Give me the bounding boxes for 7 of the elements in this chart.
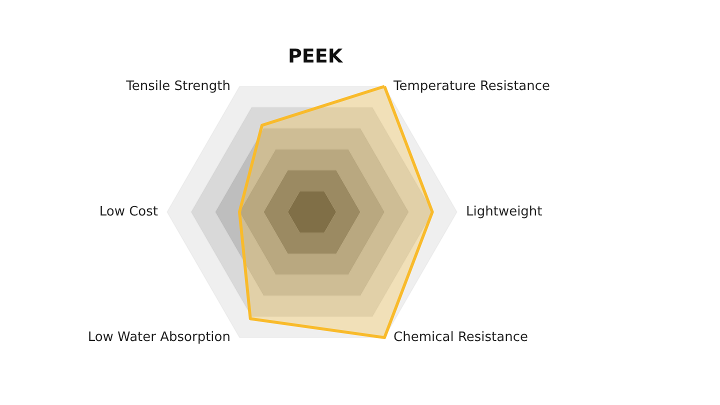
chart-title: PEEK: [288, 46, 344, 68]
spoke-label: Temperature Resistance: [392, 78, 550, 94]
spoke-label: Low Cost: [99, 204, 158, 220]
spoke-label: Low Water Absorption: [88, 330, 230, 346]
spoke-label: Lightweight: [466, 204, 542, 220]
spoke-label: Chemical Resistance: [394, 330, 528, 346]
spoke-label: Tensile Strength: [125, 78, 230, 94]
